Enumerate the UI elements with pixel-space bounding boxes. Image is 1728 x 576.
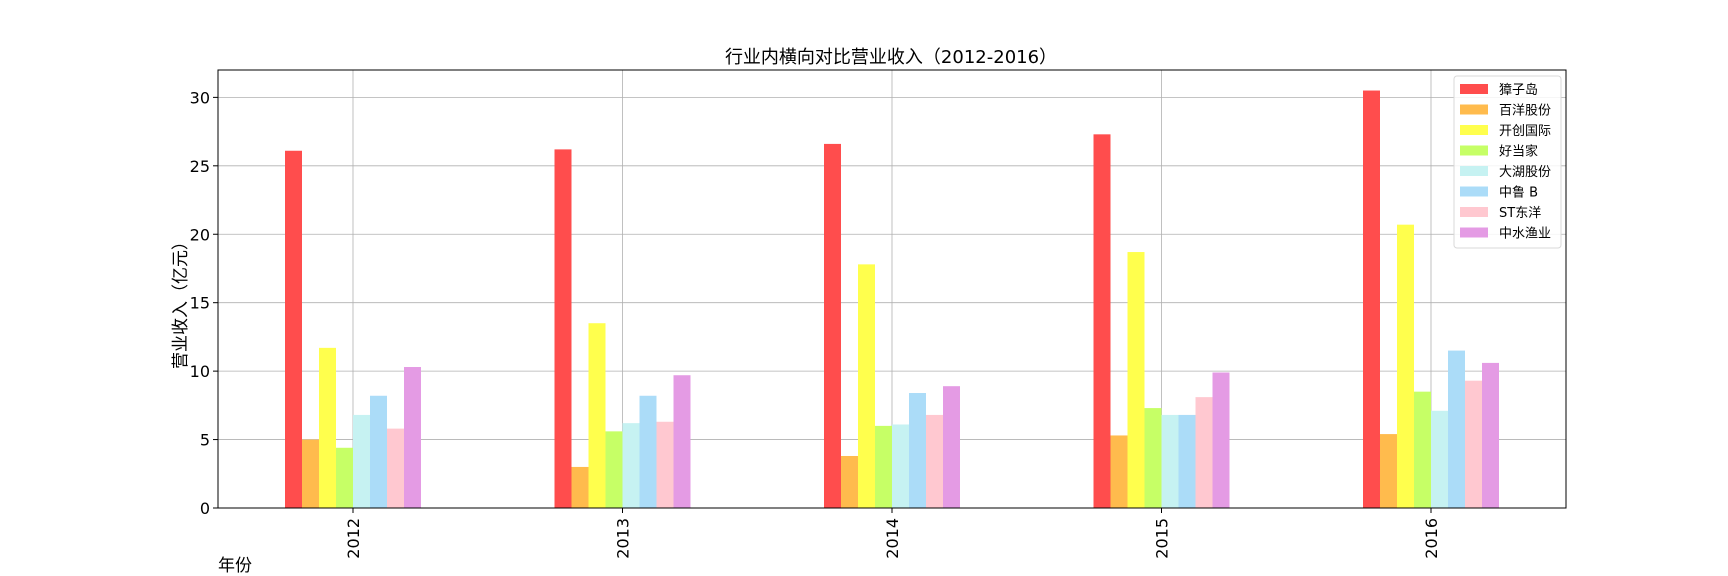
legend-label: 獐子岛 <box>1499 82 1538 98</box>
legend-box <box>1453 75 1562 249</box>
legend-label: 开创国际 <box>1499 124 1551 139</box>
bar-2016-4 <box>1431 410 1448 508</box>
bar-2013-2 <box>588 323 606 508</box>
bar-2012-2 <box>319 347 336 508</box>
bar-2012-0 <box>285 150 302 508</box>
bar-2014-6 <box>926 414 943 508</box>
y-axis-label: 营业收入（亿元） <box>171 233 191 369</box>
bar-2015-6 <box>1195 397 1213 508</box>
bar-2014-0 <box>824 143 841 508</box>
bar-2015-1 <box>1110 435 1128 508</box>
bar-2012-1 <box>302 439 319 508</box>
bar-2015-3 <box>1144 408 1162 508</box>
y-tick-label: 10 <box>190 362 210 381</box>
x-axis-label: 年份 <box>218 556 252 576</box>
x-tick-label: 2016 <box>1422 518 1441 559</box>
y-tick-label: 0 <box>200 499 210 518</box>
bar-2013-5 <box>639 395 657 508</box>
bar-2015-7 <box>1212 372 1230 508</box>
y-tick-label: 25 <box>190 157 210 176</box>
y-tick-label: 20 <box>190 225 210 244</box>
bar-2016-0 <box>1363 90 1380 508</box>
ticks-layer: 0 5 10 15 20 25 30 2012 2013 2014 2015 2016 <box>190 88 1441 558</box>
legend-label: 大湖股份 <box>1499 165 1551 180</box>
legend-swatch <box>1460 166 1488 176</box>
bar-2012-7 <box>404 367 421 508</box>
legend-swatch <box>1460 186 1488 197</box>
legend-label: 好当家 <box>1499 144 1538 160</box>
x-tick-label: 2012 <box>344 518 363 559</box>
x-tick-label: 2013 <box>614 518 633 559</box>
legend-label: 中水渔业 <box>1499 227 1551 242</box>
bar-2012-6 <box>387 428 404 508</box>
bar-2013-1 <box>571 466 589 508</box>
legend-swatch <box>1460 104 1488 115</box>
bar-2014-3 <box>875 425 892 508</box>
bar-2015-2 <box>1127 252 1145 508</box>
legend-swatch <box>1460 125 1488 135</box>
bar-2016-1 <box>1380 434 1397 508</box>
bar-2013-6 <box>656 421 674 508</box>
bar-2016-7 <box>1482 362 1499 508</box>
x-tick-label: 2015 <box>1153 518 1172 559</box>
bar-2013-0 <box>554 149 572 508</box>
legend-swatch <box>1460 227 1488 238</box>
legend-label: 中鲁 B <box>1499 186 1538 201</box>
bar-2016-6 <box>1465 380 1482 508</box>
legend-swatch <box>1460 145 1488 156</box>
bar-2012-5 <box>370 395 387 508</box>
bar-2015-5 <box>1178 414 1196 508</box>
bar-2013-4 <box>622 423 640 508</box>
bar-2014-2 <box>858 264 875 508</box>
legend-label: 百洋股份 <box>1499 104 1551 119</box>
bar-2014-5 <box>909 393 926 508</box>
bar-2016-2 <box>1397 224 1414 508</box>
x-tick-label: 2014 <box>883 518 902 559</box>
chart-title: 行业内横向对比营业收入（2012-2016） <box>725 47 1057 68</box>
legend-swatch <box>1460 207 1488 217</box>
y-tick-label: 15 <box>190 294 210 313</box>
bar-2016-3 <box>1414 391 1431 508</box>
bar-2014-4 <box>892 424 909 508</box>
bar-2015-0 <box>1093 134 1111 509</box>
bar-2012-3 <box>336 447 353 508</box>
y-tick-label: 5 <box>200 431 210 450</box>
legend-swatch <box>1460 84 1488 94</box>
bar-2016-5 <box>1448 350 1465 508</box>
bar-2015-4 <box>1161 414 1179 508</box>
bars-layer <box>285 90 1499 509</box>
bar-2014-1 <box>841 455 858 508</box>
y-tick-label: 30 <box>190 88 210 107</box>
bar-2013-7 <box>673 375 691 508</box>
bar-2012-4 <box>353 414 370 508</box>
bar-2013-3 <box>605 431 623 508</box>
bar-2014-7 <box>943 386 960 508</box>
legend-label: ST东洋 <box>1499 206 1541 221</box>
